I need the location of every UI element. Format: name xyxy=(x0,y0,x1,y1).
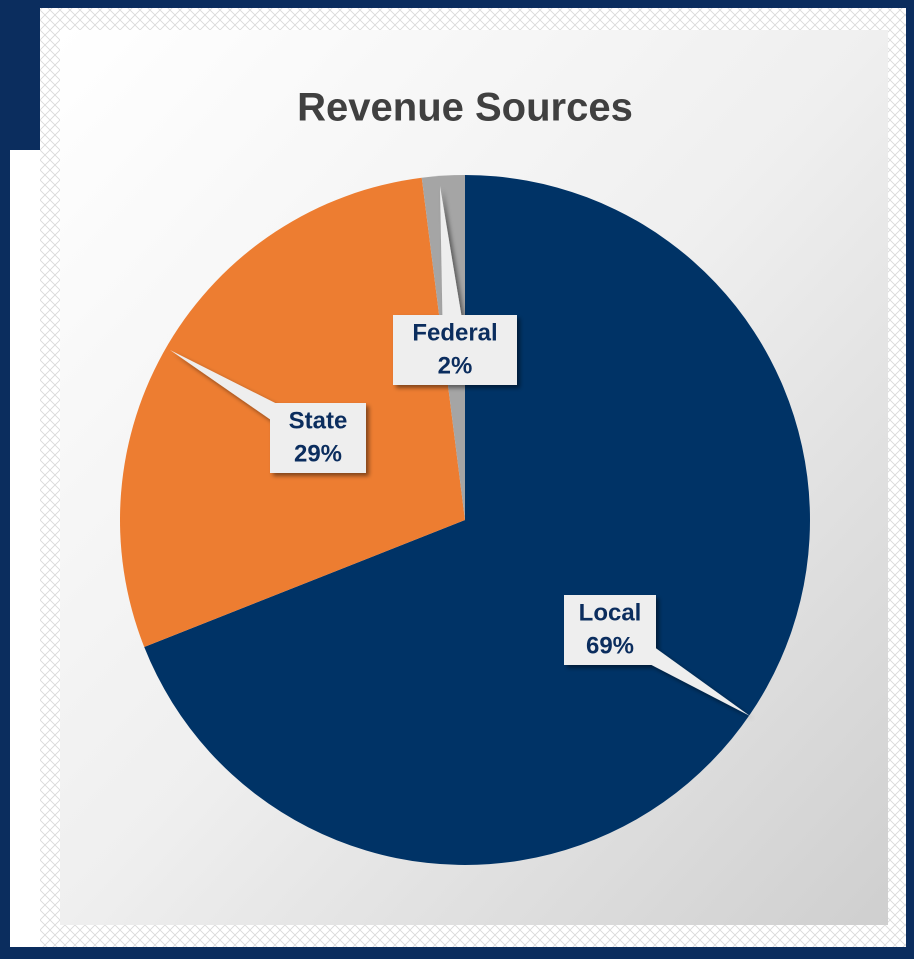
label-category: Local xyxy=(579,599,642,626)
label-value: 29% xyxy=(294,440,342,467)
data-label xyxy=(393,186,517,385)
callout-pointer xyxy=(440,186,467,352)
label-value: 69% xyxy=(586,632,634,659)
data-label xyxy=(170,350,366,473)
label-category: State xyxy=(289,407,348,434)
label-category: Federal xyxy=(412,319,497,346)
chart-title: Revenue Sources xyxy=(297,86,633,130)
data-label xyxy=(564,595,750,716)
label-value: 2% xyxy=(438,352,473,379)
label-box xyxy=(270,403,366,473)
label-box xyxy=(564,595,656,665)
pie-slice xyxy=(144,175,810,865)
label-box xyxy=(393,315,517,385)
side-strip xyxy=(10,150,40,947)
